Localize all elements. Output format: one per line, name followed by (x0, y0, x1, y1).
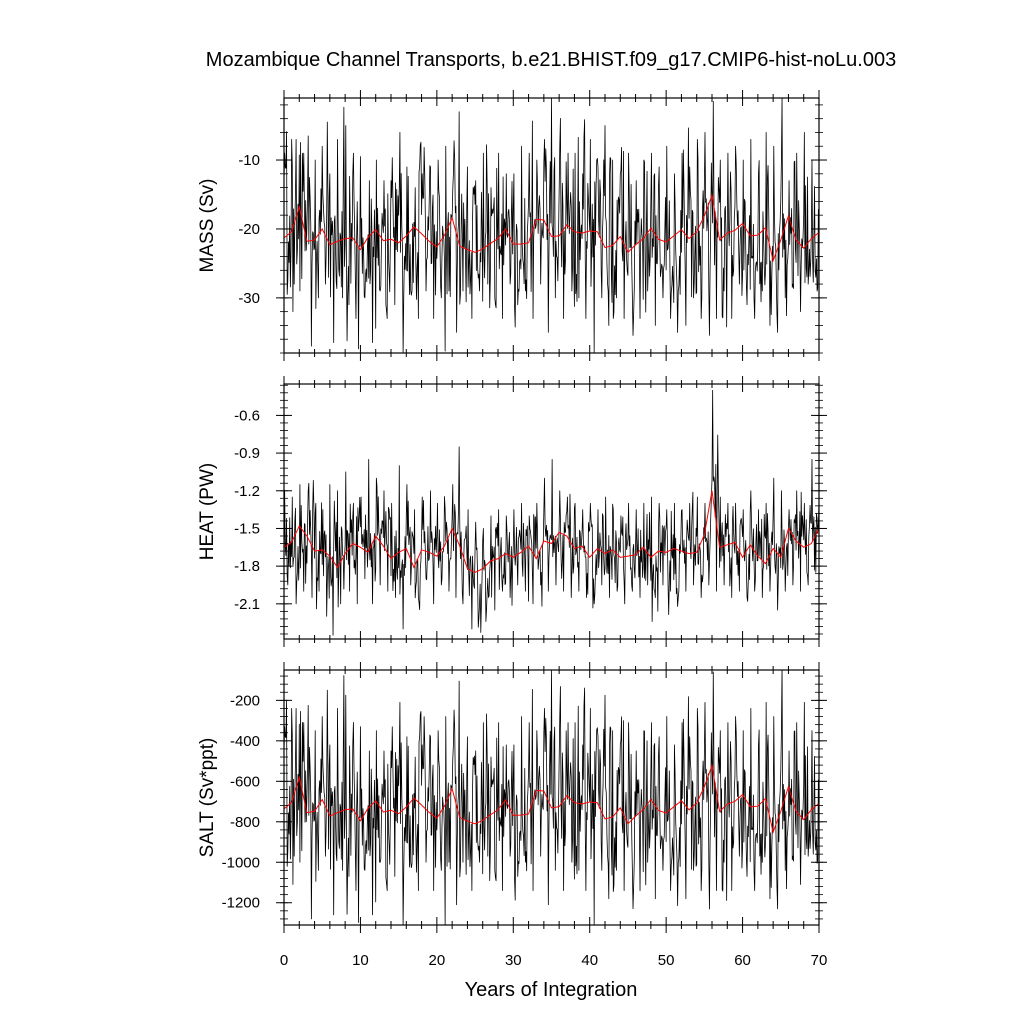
salt-monthly-line (284, 670, 819, 925)
heat-ytick-label: -1.8 (234, 558, 260, 575)
mass-annual-mean-line (284, 193, 819, 263)
xtick-label: 20 (429, 952, 446, 969)
xtick-label: 60 (734, 952, 751, 969)
xtick-label: 0 (280, 952, 288, 969)
heat-frame (283, 383, 820, 640)
xtick-label: 40 (581, 952, 598, 969)
xtick-label: 50 (658, 952, 675, 969)
mass-monthly-line (284, 98, 819, 353)
mass-ytick-label: -30 (238, 290, 260, 307)
heat-ytick-label: -1.5 (234, 520, 260, 537)
panel-salt: -200 -400 -600 -800 -1000 -1200 SALT (Sv*ppt) 0… (197, 662, 827, 969)
xtick-label: 10 (352, 952, 369, 969)
mass-y-axis-label: MASS (Sv) (197, 179, 218, 273)
heat-ytick-label: -2.1 (234, 596, 260, 613)
xtick-label: 70 (811, 952, 828, 969)
salt-annual-mean-line (284, 763, 819, 834)
panel-mass: -10 -20 -30 MASS (Sv) (197, 90, 827, 361)
heat-ytick-label: -0.9 (234, 445, 260, 462)
mass-frame (283, 97, 820, 354)
salt-ytick-label: -1000 (222, 854, 260, 871)
heat-ytick-label: -0.6 (234, 407, 260, 424)
heat-monthly-line (284, 389, 819, 636)
salt-ytick-label: -600 (230, 773, 260, 790)
chart-title: Mozambique Channel Transports, b.e21.BHI… (206, 49, 896, 71)
mass-ytick-label: -20 (238, 221, 260, 238)
x-axis-label: Years of Integration (465, 979, 638, 1001)
panels-group: -10 -20 -30 MASS (Sv) -0.6 -0.9 -1.2 -1.5 -1.8 -2… (197, 90, 827, 969)
mass-ytick-label: -10 (238, 152, 260, 169)
heat-y-axis-label: HEAT (PW) (197, 463, 218, 560)
salt-ytick-label: -1200 (222, 895, 260, 912)
salt-ytick-label: -800 (230, 814, 260, 831)
heat-ytick-label: -1.2 (234, 483, 260, 500)
salt-y-axis-label: SALT (Sv*ppt) (197, 738, 218, 858)
panel-heat: -0.6 -0.9 -1.2 -1.5 -1.8 -2.1 HEAT (PW) (197, 376, 827, 647)
xtick-label: 30 (505, 952, 522, 969)
heat-annual-mean-line (284, 490, 819, 573)
salt-ytick-label: -200 (230, 692, 260, 709)
salt-ytick-label: -400 (230, 733, 260, 750)
